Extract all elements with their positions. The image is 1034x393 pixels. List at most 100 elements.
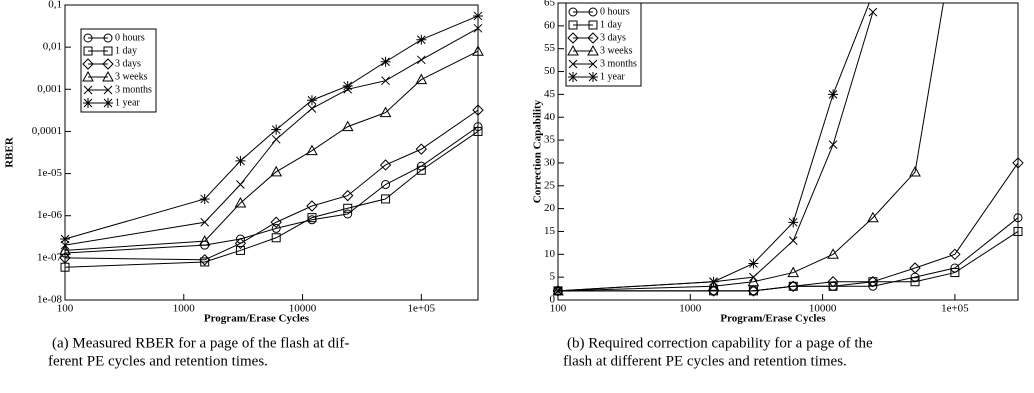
marker (828, 89, 839, 100)
marker (708, 276, 719, 287)
marker (379, 159, 392, 171)
marker (950, 268, 960, 278)
x-tick-label: 1000 (173, 303, 196, 315)
marker (271, 124, 282, 135)
marker (341, 120, 354, 132)
legend: 0 hours 1 day 3 days 3 weeks 3 months 1 year (80, 28, 157, 113)
series-line (558, 231, 1019, 292)
plot-area (60, 10, 484, 272)
y-tick-label: 0,1 (48, 0, 62, 11)
marker (868, 7, 878, 17)
series-line (557, 3, 944, 292)
marker (198, 254, 211, 266)
marker (827, 276, 839, 288)
marker (1012, 157, 1024, 169)
caption: flash at different PE cycles and retenti… (563, 353, 847, 369)
y-tick-label: 65 (544, 0, 556, 9)
marker (553, 285, 563, 296)
marker (473, 122, 483, 132)
legend: 0 hours 1 day 3 days 3 weeks 3 months 1 year (565, 2, 642, 87)
y-tick-label: 25 (544, 179, 556, 191)
x-tick-label: 10000 (809, 303, 837, 315)
marker (103, 98, 113, 108)
marker (828, 281, 838, 291)
marker (60, 240, 70, 250)
x-axis-title: Program/Erase Cycles (204, 313, 310, 325)
caption: ferent PE cycles and retention times. (48, 353, 268, 369)
y-tick-label: 60 (544, 19, 556, 31)
x-tick-label: 100 (57, 303, 74, 315)
marker (568, 72, 578, 82)
marker (788, 217, 799, 228)
y-tick-label: 5 (550, 271, 556, 283)
marker (235, 245, 245, 255)
caption: (a) Measured RBER for a page of the flas… (52, 335, 349, 351)
marker (307, 104, 317, 113)
legend-box (80, 28, 157, 113)
marker (103, 46, 113, 56)
series-line (64, 131, 479, 268)
x-tick-label: 1e+05 (408, 303, 436, 315)
marker (707, 280, 720, 291)
caption: (b) Required correction capability for a… (567, 335, 873, 351)
marker (60, 252, 71, 264)
marker (83, 98, 93, 108)
marker (910, 277, 920, 287)
marker (307, 213, 317, 223)
y-tick-label: 10 (544, 248, 556, 260)
marker (82, 70, 94, 82)
marker (200, 257, 210, 267)
y-tick-label: 55 (544, 42, 556, 54)
marker (416, 165, 426, 175)
legend-label: 3 weeks (115, 71, 148, 82)
marker (568, 20, 578, 30)
chart-panel: 100 1000 10000 1e+05 0 5 10 15 20 25 30 35 40 45 50 55 6… (532, 0, 1024, 369)
marker (343, 209, 353, 219)
marker (102, 70, 114, 82)
legend-label: 0 hours (115, 32, 145, 43)
marker (788, 236, 798, 245)
y-tick-label: 35 (544, 134, 556, 146)
x-tick-label: 10000 (289, 303, 317, 315)
marker (234, 237, 247, 250)
marker (271, 223, 281, 233)
marker (473, 23, 483, 33)
legend-label: 3 days (115, 58, 141, 69)
x-tick-label: 100 (550, 303, 567, 315)
marker (749, 272, 758, 282)
legend-label: 1 day (600, 19, 622, 30)
legend-box (565, 2, 642, 87)
y-tick-label: 40 (544, 111, 556, 123)
marker (270, 216, 282, 228)
marker (380, 56, 391, 67)
marker (381, 194, 391, 204)
marker (828, 140, 838, 149)
legend-label: 0 hours (600, 6, 630, 17)
y-tick-label: 0,0001 (32, 125, 62, 137)
y-tick-label: 20 (544, 202, 556, 214)
marker (567, 32, 579, 44)
marker (588, 59, 598, 69)
series-line (557, 3, 870, 292)
y-tick-label: 0,001 (37, 83, 62, 95)
marker (103, 33, 113, 43)
y-tick-label: 15 (544, 225, 556, 237)
marker (567, 44, 579, 56)
legend-label: 3 months (115, 84, 152, 95)
marker (472, 104, 484, 116)
marker (553, 285, 564, 297)
marker (747, 285, 760, 297)
marker (867, 276, 879, 288)
marker (416, 55, 426, 65)
y-tick-label: 1e-07 (37, 251, 63, 263)
marker (82, 58, 94, 70)
marker (200, 217, 210, 227)
marker (198, 235, 211, 246)
marker (235, 155, 246, 166)
legend-label: 1 day (115, 45, 137, 56)
marker (588, 20, 598, 30)
marker (83, 46, 93, 56)
y-tick-label: 45 (544, 88, 556, 100)
marker (787, 266, 800, 278)
y-axis-title: RBER (4, 136, 16, 168)
